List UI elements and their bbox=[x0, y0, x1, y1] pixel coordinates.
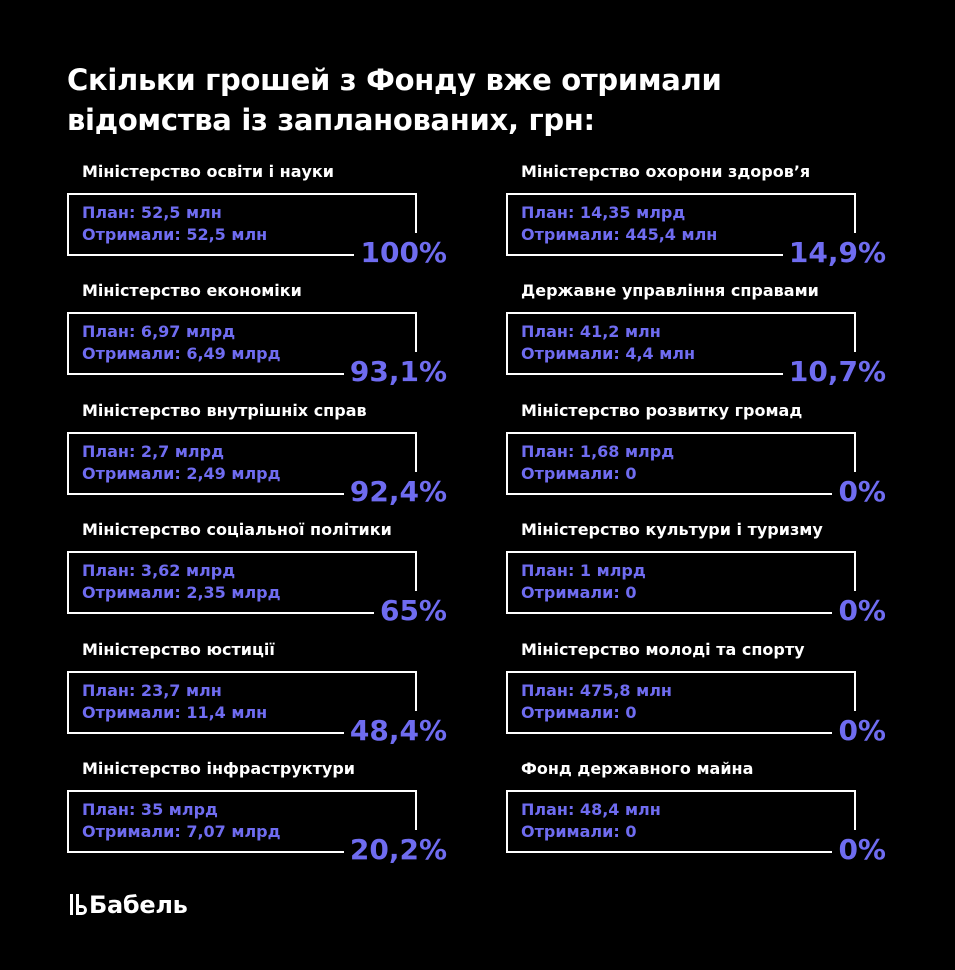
received-value: Отримали: 2,49 млрд bbox=[82, 463, 281, 483]
percent-value: 14,9% bbox=[782, 236, 886, 270]
plan-value: План: 2,7 млрд bbox=[82, 441, 225, 461]
ministry-name: Міністерство розвитку громад bbox=[521, 400, 803, 420]
received-value: Отримали: 0 bbox=[521, 821, 637, 841]
ministry-name: Міністерство соціальної політики bbox=[82, 520, 392, 540]
ministry-name: Міністерство внутрішніх справ bbox=[82, 400, 367, 420]
ministry-name: Міністерство охорони здоров’я bbox=[521, 162, 811, 181]
card-frame bbox=[506, 312, 856, 376]
card-frame-edge bbox=[854, 193, 856, 233]
ministry-name: Міністерство молоді та спорту bbox=[521, 639, 805, 659]
received-value: Отримали: 0 bbox=[521, 583, 637, 603]
plan-value: План: 23,7 млн bbox=[82, 680, 222, 700]
card-frame-edge bbox=[415, 431, 417, 472]
page-title: Скільки грошей з Фонду вже отримали відо… bbox=[67, 63, 722, 137]
ministry-card: Міністерство внутрішніх справ План: 2,7 … bbox=[67, 399, 467, 518]
card-frame bbox=[67, 551, 417, 615]
percent-value: 0% bbox=[832, 594, 886, 629]
ministry-card: Міністерство молоді та спорту План: 475,… bbox=[506, 638, 906, 757]
ministry-name: Міністерство освіти і науки bbox=[82, 162, 334, 181]
percent-value: 20,2% bbox=[343, 832, 447, 867]
ministry-name: Фонд державного майна bbox=[521, 758, 754, 778]
card-frame bbox=[67, 193, 417, 256]
ministry-card: Державне управління справами План: 41,2 … bbox=[506, 279, 906, 398]
percent-value: 0% bbox=[832, 832, 886, 867]
plan-value: План: 52,5 млн bbox=[82, 203, 222, 222]
babel-logo-text: Бабель bbox=[89, 891, 188, 919]
right-column: Міністерство охорони здоров’я План: 14,3… bbox=[506, 160, 906, 876]
card-frame-edge bbox=[854, 670, 856, 711]
received-value: Отримали: 7,07 млрд bbox=[82, 821, 281, 841]
babel-logo: Бабель bbox=[67, 890, 188, 920]
percent-value: 48,4% bbox=[343, 713, 447, 748]
babel-logo-icon bbox=[70, 894, 87, 915]
percent-value: 100% bbox=[354, 236, 447, 270]
ministry-card: Міністерство юстиції План: 23,7 млн Отри… bbox=[67, 638, 467, 757]
ministry-card: Міністерство економіки План: 6,97 млрд О… bbox=[67, 279, 467, 398]
card-frame-edge bbox=[415, 551, 417, 592]
plan-value: План: 475,8 млн bbox=[521, 680, 672, 700]
card-frame-edge bbox=[415, 670, 417, 711]
percent-value: 93,1% bbox=[343, 355, 447, 390]
left-column: Міністерство освіти і науки План: 52,5 м… bbox=[67, 160, 467, 876]
received-value: Отримали: 6,49 млрд bbox=[82, 344, 281, 364]
percent-value: 10,7% bbox=[782, 355, 886, 390]
plan-value: План: 1 млрд bbox=[521, 561, 646, 581]
plan-value: План: 1,68 млрд bbox=[521, 441, 675, 461]
ministry-name: Міністерство юстиції bbox=[82, 639, 275, 659]
card-frame-edge bbox=[854, 551, 856, 592]
ministry-card: Фонд державного майна План: 48,4 млн Отр… bbox=[506, 757, 906, 876]
received-value: Отримали: 11,4 млн bbox=[82, 702, 268, 722]
ministry-card: Міністерство розвитку громад План: 1,68 … bbox=[506, 399, 906, 518]
card-frame-edge bbox=[415, 312, 417, 353]
plan-value: План: 3,62 млрд bbox=[82, 561, 236, 581]
ministry-name: Державне управління справами bbox=[521, 281, 819, 301]
ministry-card: Міністерство охорони здоров’я План: 14,3… bbox=[506, 160, 906, 279]
plan-value: План: 48,4 млн bbox=[521, 799, 661, 819]
ministry-card: Міністерство соціальної політики План: 3… bbox=[67, 518, 467, 637]
card-frame bbox=[67, 789, 417, 853]
card-frame-edge bbox=[854, 431, 856, 472]
received-value: Отримали: 445,4 млн bbox=[521, 225, 718, 244]
received-value: Отримали: 52,5 млн bbox=[82, 225, 268, 244]
ministry-card: Міністерство культури і туризму План: 1 … bbox=[506, 518, 906, 637]
card-frame-edge bbox=[854, 789, 856, 830]
received-value: Отримали: 0 bbox=[521, 702, 637, 722]
card-frame-edge bbox=[415, 193, 417, 233]
card-frame bbox=[506, 431, 856, 495]
card-frame bbox=[67, 312, 417, 376]
ministry-name: Міністерство економіки bbox=[82, 281, 302, 301]
ministry-card: Міністерство інфраструктури План: 35 млр… bbox=[67, 757, 467, 876]
plan-value: План: 35 млрд bbox=[82, 799, 218, 819]
plan-value: План: 14,35 млрд bbox=[521, 203, 686, 222]
card-frame-edge bbox=[854, 312, 856, 353]
percent-value: 65% bbox=[373, 594, 447, 629]
received-value: Отримали: 4,4 млн bbox=[521, 344, 696, 364]
ministry-name: Міністерство інфраструктури bbox=[82, 758, 355, 778]
received-value: Отримали: 2,35 млрд bbox=[82, 583, 281, 603]
plan-value: План: 41,2 млн bbox=[521, 322, 661, 342]
percent-value: 0% bbox=[832, 474, 886, 509]
card-frame bbox=[506, 551, 856, 615]
card-frame bbox=[506, 789, 856, 853]
percent-value: 92,4% bbox=[343, 474, 447, 509]
plan-value: План: 6,97 млрд bbox=[82, 322, 236, 342]
received-value: Отримали: 0 bbox=[521, 463, 637, 483]
card-frame bbox=[506, 193, 856, 256]
card-frame bbox=[67, 670, 417, 734]
percent-value: 0% bbox=[832, 713, 886, 748]
card-frame-edge bbox=[415, 789, 417, 830]
ministry-card: Міністерство освіти і науки План: 52,5 м… bbox=[67, 160, 467, 279]
card-frame bbox=[506, 670, 856, 734]
ministry-name: Міністерство культури і туризму bbox=[521, 520, 823, 540]
card-frame bbox=[67, 431, 417, 495]
